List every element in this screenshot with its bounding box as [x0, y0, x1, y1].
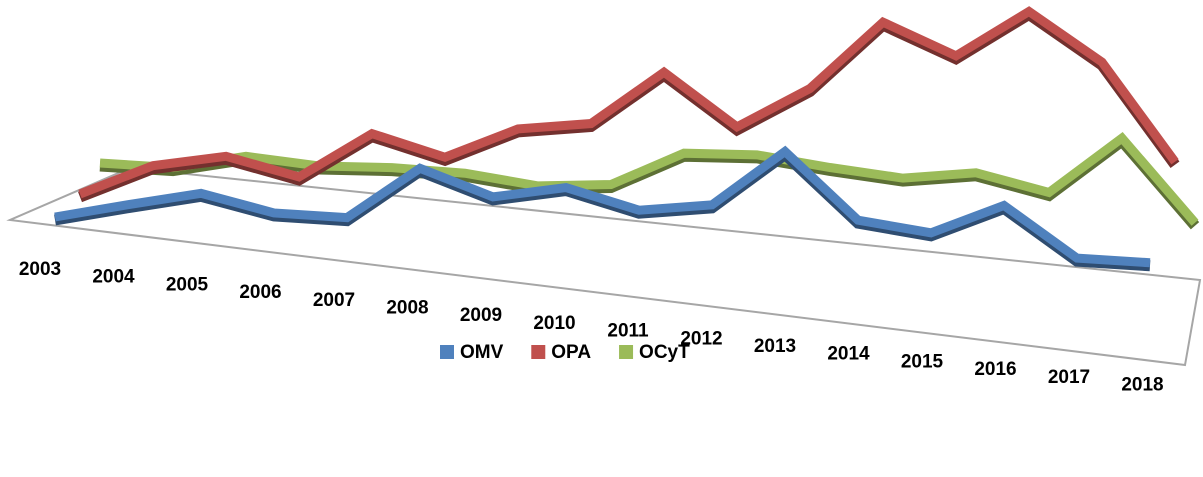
floor: [6, 166, 1202, 367]
legend-label: OCyT: [639, 342, 690, 363]
legend-label: OPA: [551, 342, 591, 363]
x-tick-label: 2011: [607, 321, 649, 342]
x-tick-label: 2010: [533, 313, 575, 334]
x-tick-label: 2014: [827, 344, 870, 365]
legend-swatch: [440, 345, 454, 359]
legend-swatch: [619, 345, 634, 359]
x-tick-label: 2017: [1048, 367, 1090, 388]
x-tick-label: 2003: [19, 259, 61, 280]
series-line: [99, 131, 1199, 226]
legend-swatch: [531, 345, 546, 359]
x-tick-label: 2005: [166, 274, 209, 295]
x-tick-label: 2016: [974, 359, 1016, 380]
series-line: [78, 6, 1179, 199]
x-tick-label: 2006: [239, 282, 281, 303]
series-line: [54, 145, 1151, 268]
x-tick-label: 2015: [901, 351, 944, 372]
x-tick-label: 2012: [680, 328, 722, 349]
x-tick-label: 2008: [386, 298, 428, 319]
x-tick-label: 2009: [460, 305, 502, 326]
x-tick-label: 2018: [1121, 375, 1163, 396]
line-shadow: [78, 7, 1180, 203]
x-tick-label: 2007: [313, 290, 355, 311]
x-tick-label: 2013: [754, 336, 796, 357]
x-tick-label: 2004: [92, 267, 135, 288]
legend-label: OMV: [460, 342, 504, 363]
